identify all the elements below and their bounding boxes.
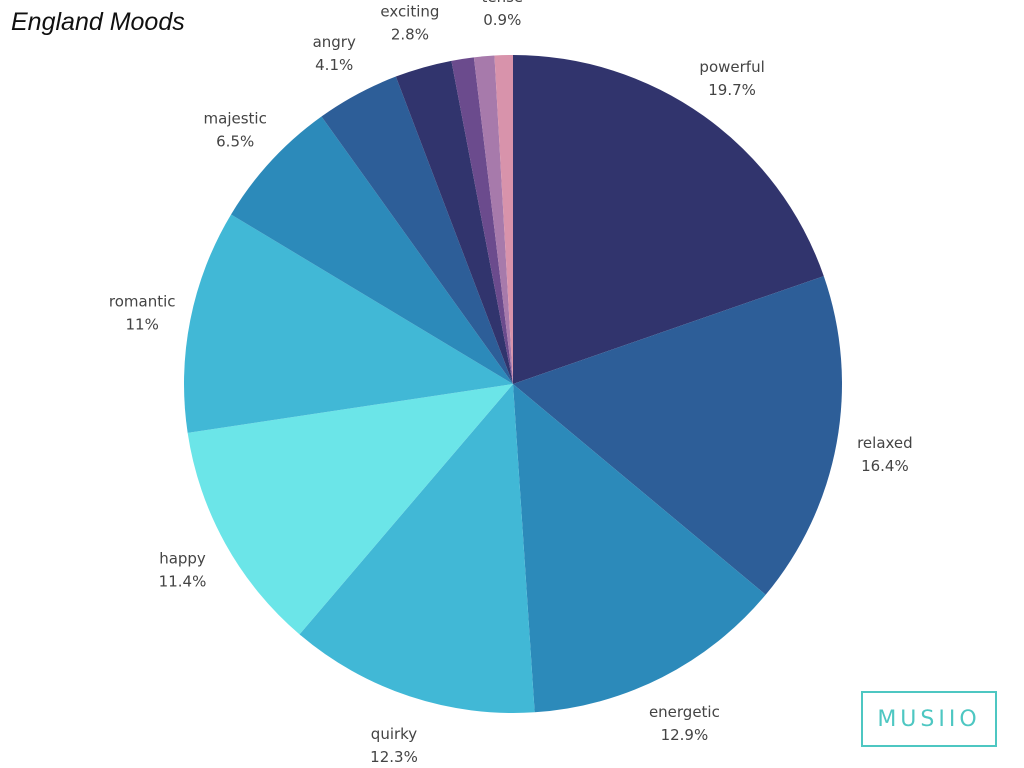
pie-slice-quirky <box>299 384 535 714</box>
slice-label-happy: happy <box>159 550 206 568</box>
pie-slice-majestic <box>231 116 514 384</box>
slice-value-energetic: 12.9% <box>661 726 709 744</box>
chart-title: England Moods <box>11 8 185 36</box>
slice-label-powerful: powerful <box>699 58 764 76</box>
slice-label-majestic: majestic <box>204 110 267 128</box>
slice-label-energetic: energetic <box>649 703 720 721</box>
pie-slice-happy <box>187 384 513 635</box>
slice-value-quirky: 12.3% <box>370 748 418 766</box>
pie-slice-romantic <box>184 214 513 433</box>
pie-slice-unlabeled-10 <box>473 55 513 385</box>
slice-label-tense: tense <box>481 0 523 6</box>
slice-value-relaxed: 16.4% <box>861 457 909 475</box>
slice-value-tense: 0.9% <box>483 11 521 29</box>
slice-label-relaxed: relaxed <box>857 434 913 452</box>
slice-value-majestic: 6.5% <box>216 133 254 151</box>
logo-text: MUSIIO <box>877 706 981 732</box>
slice-value-angry: 4.1% <box>315 56 353 74</box>
slice-label-romantic: romantic <box>109 292 176 310</box>
pie-labels: powerful 19.7% relaxed 16.4% energetic 12.9% q… <box>109 0 913 766</box>
slice-value-exciting: 2.8% <box>391 25 429 43</box>
pie-slice-relaxed <box>513 276 842 595</box>
pie-slice-tense <box>494 54 513 384</box>
pie-slices <box>184 54 842 714</box>
musiio-logo: MUSIIO <box>861 691 997 747</box>
slice-value-romantic: 11% <box>126 315 159 333</box>
slice-label-exciting: exciting <box>380 2 439 20</box>
slice-value-powerful: 19.7% <box>708 81 756 99</box>
pie-slice-powerful <box>513 55 824 384</box>
pie-slice-unlabeled-9 <box>451 57 513 385</box>
pie-slice-energetic <box>513 384 766 713</box>
slice-value-happy: 11.4% <box>159 573 207 591</box>
pie-slice-exciting <box>395 60 513 384</box>
slice-label-quirky: quirky <box>371 725 418 743</box>
slice-label-angry: angry <box>313 33 356 51</box>
pie-slice-angry <box>321 76 513 384</box>
